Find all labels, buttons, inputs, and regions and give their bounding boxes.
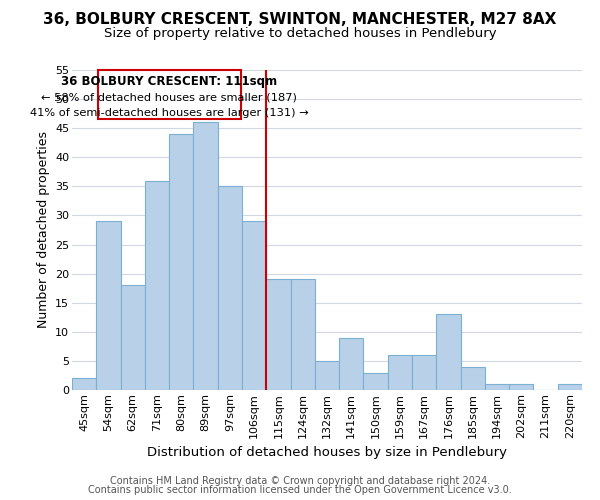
Text: 41% of semi-detached houses are larger (131) →: 41% of semi-detached houses are larger (… — [30, 108, 308, 118]
Bar — [558, 384, 582, 390]
Bar — [339, 338, 364, 390]
Bar — [436, 314, 461, 390]
Bar — [266, 280, 290, 390]
Bar — [509, 384, 533, 390]
Text: 36 BOLBURY CRESCENT: 111sqm: 36 BOLBURY CRESCENT: 111sqm — [61, 76, 277, 88]
Bar — [169, 134, 193, 390]
Y-axis label: Number of detached properties: Number of detached properties — [37, 132, 50, 328]
X-axis label: Distribution of detached houses by size in Pendlebury: Distribution of detached houses by size … — [147, 446, 507, 459]
Text: Contains public sector information licensed under the Open Government Licence v3: Contains public sector information licen… — [88, 485, 512, 495]
Bar — [315, 361, 339, 390]
Bar — [388, 355, 412, 390]
Bar — [364, 372, 388, 390]
Text: Contains HM Land Registry data © Crown copyright and database right 2024.: Contains HM Land Registry data © Crown c… — [110, 476, 490, 486]
Bar — [485, 384, 509, 390]
Bar — [145, 180, 169, 390]
Bar — [72, 378, 96, 390]
FancyBboxPatch shape — [97, 70, 241, 119]
Text: 36, BOLBURY CRESCENT, SWINTON, MANCHESTER, M27 8AX: 36, BOLBURY CRESCENT, SWINTON, MANCHESTE… — [43, 12, 557, 28]
Bar — [96, 222, 121, 390]
Bar — [193, 122, 218, 390]
Text: ← 58% of detached houses are smaller (187): ← 58% of detached houses are smaller (18… — [41, 92, 297, 102]
Bar — [412, 355, 436, 390]
Bar — [242, 222, 266, 390]
Bar — [218, 186, 242, 390]
Bar — [290, 280, 315, 390]
Bar — [121, 286, 145, 390]
Bar — [461, 366, 485, 390]
Text: Size of property relative to detached houses in Pendlebury: Size of property relative to detached ho… — [104, 28, 496, 40]
